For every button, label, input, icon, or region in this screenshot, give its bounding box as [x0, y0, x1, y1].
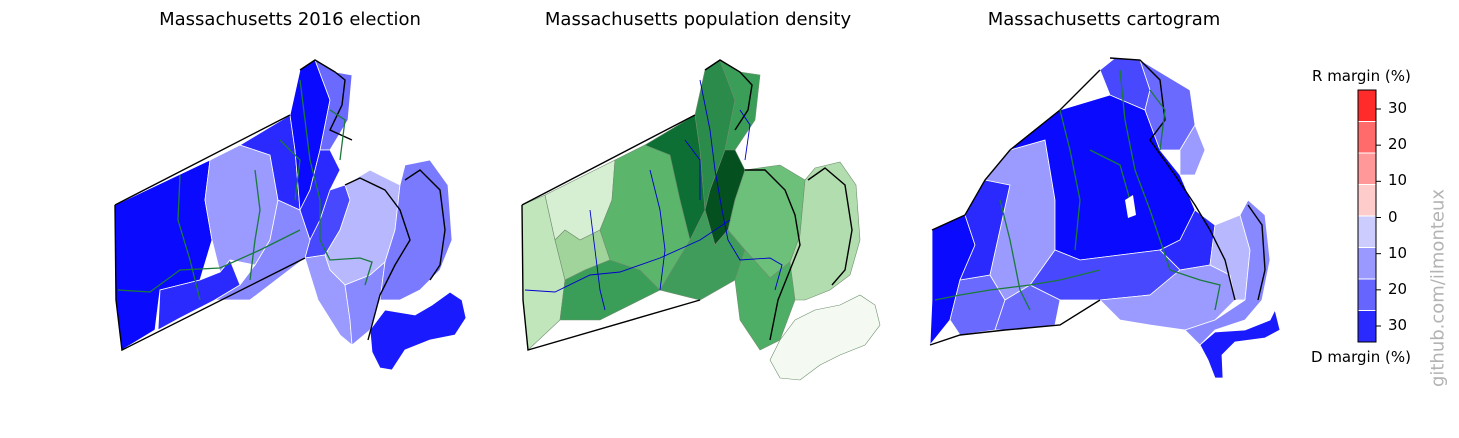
colorbar-tick-label: 10	[1388, 243, 1408, 262]
cartogram-map	[929, 57, 1281, 379]
carto-islands	[1199, 308, 1281, 379]
colorbar-bin	[1358, 310, 1376, 343]
colorbar-tick-label: 20	[1388, 279, 1408, 298]
colorbar-tick-label: 10	[1388, 171, 1408, 190]
colorbar-frame	[1357, 89, 1377, 343]
colorbar-tick-label: 0	[1388, 207, 1398, 226]
cartogram-district-lines	[934, 69, 1221, 311]
carto-east-1	[1179, 124, 1206, 176]
colorbar-bin	[1358, 121, 1376, 154]
colorbar-top-label: R margin (%)	[1312, 67, 1411, 85]
panel-title-election: Massachusetts 2016 election	[159, 9, 421, 30]
carto-lake	[1125, 195, 1136, 218]
region-islands	[369, 291, 467, 371]
colorbar-bin	[1358, 153, 1376, 185]
colorbar-bin	[1358, 184, 1376, 217]
river-lines	[524, 79, 783, 311]
colorbar-bin	[1358, 279, 1376, 311]
election-map	[114, 59, 467, 371]
density-cape	[789, 161, 861, 301]
colorbar-bottom-label: D margin (%)	[1311, 348, 1411, 366]
outline-west	[114, 114, 306, 352]
carto-outline	[929, 57, 1266, 346]
region-ne-2	[314, 59, 353, 151]
outline-east	[299, 59, 446, 341]
colorbar-bin	[1358, 216, 1376, 248]
colorbar-tick-label: 30	[1388, 99, 1408, 117]
watermark: github.com/ilmonteux	[1427, 188, 1449, 388]
colorbar-tick-label: 20	[1388, 135, 1408, 154]
colorbar-bin	[1358, 90, 1376, 122]
district-lines	[117, 79, 373, 301]
density-map	[521, 59, 881, 381]
density-outline-east	[704, 59, 853, 341]
colorbar-tick-label: 30	[1388, 316, 1408, 334]
carto-cape	[1184, 199, 1271, 346]
panel-title-density: Massachusetts population density	[544, 9, 852, 30]
panel-title-cartogram: Massachusetts cartogram	[987, 9, 1221, 30]
density-islands	[769, 294, 881, 381]
colorbar	[1357, 89, 1381, 343]
colorbar-bin	[1358, 247, 1376, 280]
density-outline-west	[521, 114, 701, 351]
